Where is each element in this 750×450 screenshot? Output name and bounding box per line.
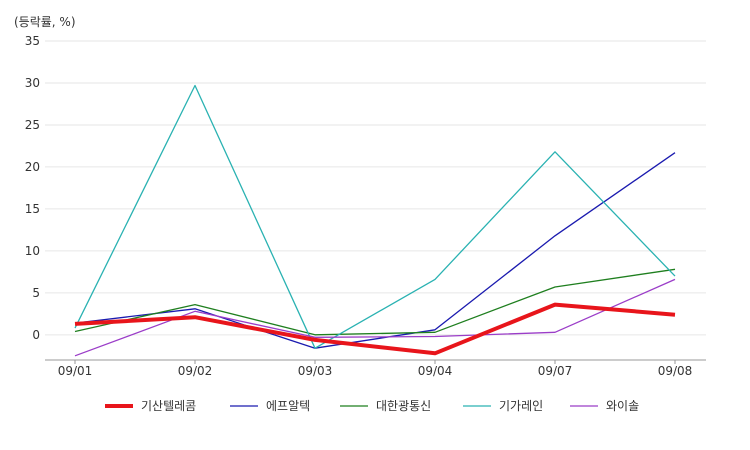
x-tick-label: 09/01 (58, 364, 93, 378)
legend-label-3: 대한광통신 (376, 399, 431, 413)
series-line-2 (74, 152, 676, 349)
x-tick-label: 09/04 (418, 364, 453, 378)
y-tick-label: 30 (25, 76, 40, 90)
y-tick-label: 5 (32, 286, 40, 300)
series-line-3 (74, 268, 676, 336)
legend-label-2: 에프알텍 (266, 399, 310, 413)
series-line-4 (74, 84, 676, 349)
x-tick-label: 09/07 (538, 364, 573, 378)
y-tick-label: 10 (25, 244, 40, 258)
y-tick-label: 25 (25, 118, 40, 132)
x-axis-ticks: 09/01 09/02 09/03 09/04 09/07 09/08 (58, 360, 693, 378)
y-tick-label: 35 (25, 34, 40, 48)
x-tick-label: 09/02 (178, 364, 213, 378)
y-tick-label: 20 (25, 160, 40, 174)
series-line-1 (74, 302, 676, 356)
series-lines (74, 84, 676, 357)
y-tick-label: 0 (32, 328, 40, 342)
y-axis-ticks: 0 5 10 15 20 25 30 35 (25, 34, 40, 342)
y-unit-label: (등락률, %) (14, 15, 76, 29)
y-tick-label: 15 (25, 202, 40, 216)
legend-label-1: 기산텔레콤 (141, 399, 196, 413)
x-tick-label: 09/03 (298, 364, 333, 378)
x-tick-label: 09/08 (658, 364, 693, 378)
legend: 기산텔레콤 에프알텍 대한광통신 기가레인 와이솔 (105, 399, 639, 413)
legend-label-5: 와이솔 (606, 399, 639, 413)
legend-label-4: 기가레인 (499, 399, 543, 413)
